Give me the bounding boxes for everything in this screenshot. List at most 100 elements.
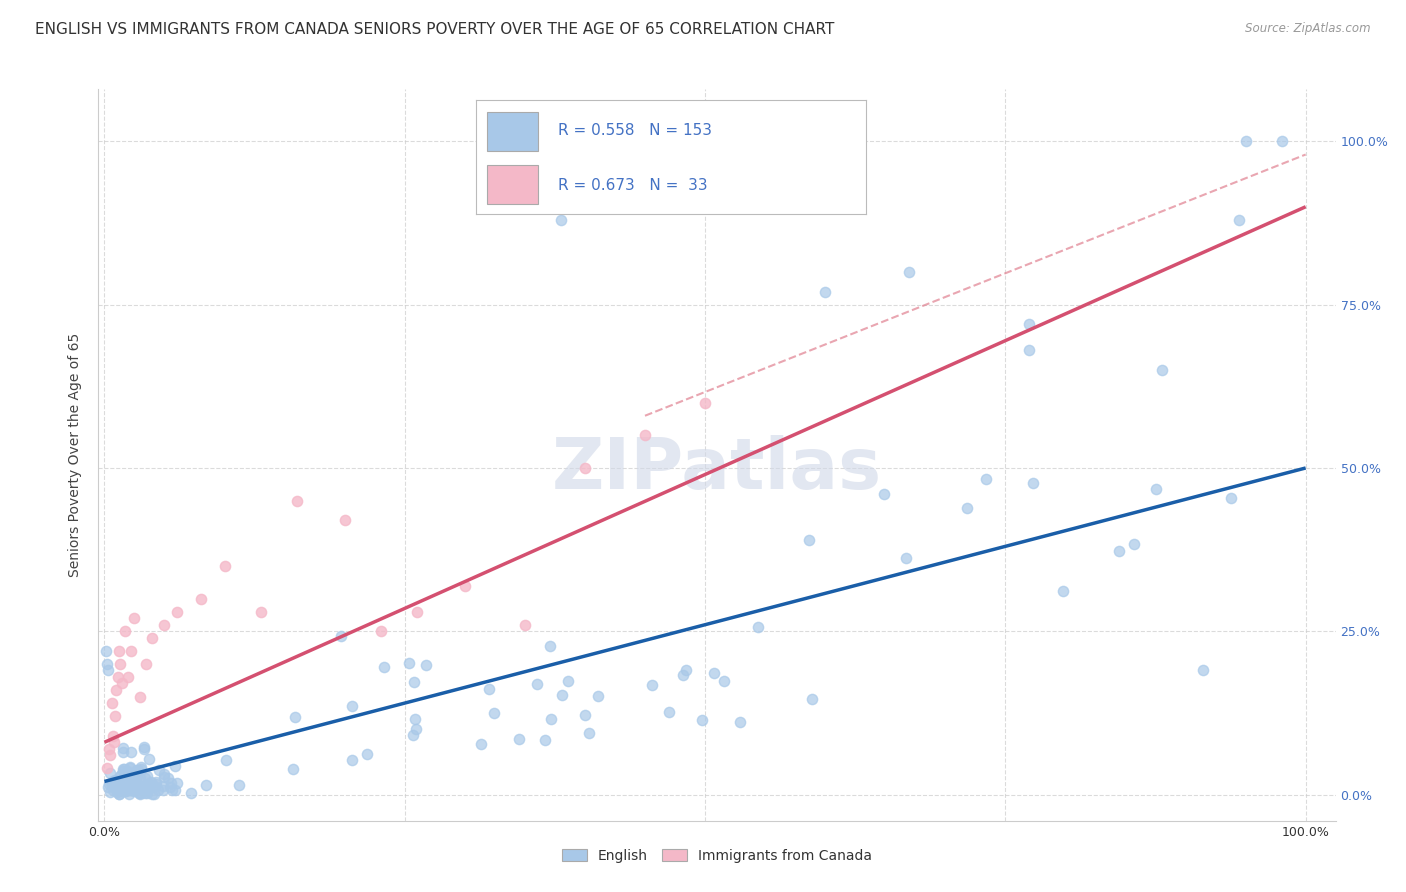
Point <box>138 782 160 797</box>
Point <box>120 782 142 797</box>
Point <box>121 775 143 789</box>
Point <box>730 714 752 729</box>
Point <box>105 683 128 698</box>
Point <box>526 677 548 691</box>
Point <box>125 772 148 786</box>
Point <box>166 605 188 619</box>
Point <box>160 776 183 790</box>
Point <box>134 771 156 785</box>
Point <box>557 673 579 688</box>
Point <box>214 558 236 573</box>
Point <box>129 760 152 774</box>
Point <box>148 764 170 778</box>
Point <box>672 668 695 682</box>
Point <box>675 663 697 677</box>
Point <box>135 786 157 800</box>
Point <box>153 617 176 632</box>
Point <box>134 740 156 755</box>
Point <box>108 657 131 671</box>
Point <box>112 784 135 798</box>
Text: ENGLISH VS IMMIGRANTS FROM CANADA SENIORS POVERTY OVER THE AGE OF 65 CORRELATION: ENGLISH VS IMMIGRANTS FROM CANADA SENIOR… <box>35 22 835 37</box>
Point <box>640 678 662 692</box>
Point <box>129 786 152 800</box>
Point <box>897 265 920 279</box>
Point <box>482 706 505 720</box>
Point <box>249 605 271 619</box>
Point <box>135 657 157 671</box>
Point <box>814 285 837 299</box>
Point <box>153 767 176 781</box>
Point <box>974 472 997 486</box>
Point <box>124 770 146 784</box>
Point <box>100 748 122 763</box>
Point <box>96 657 118 671</box>
Point <box>190 591 212 606</box>
Point <box>112 764 135 778</box>
Point <box>658 705 681 719</box>
Point <box>195 779 218 793</box>
Point <box>578 726 600 740</box>
Point <box>124 774 146 789</box>
Point <box>101 777 124 791</box>
Point <box>873 487 896 501</box>
Point <box>478 682 501 697</box>
Point <box>470 737 492 751</box>
Point <box>415 657 437 672</box>
Point <box>1018 343 1040 358</box>
Point <box>134 782 156 797</box>
Point <box>127 763 149 777</box>
Point <box>115 764 138 778</box>
Point <box>148 783 170 797</box>
Point <box>111 676 134 690</box>
Point <box>131 779 153 793</box>
Point <box>285 493 308 508</box>
Point <box>163 759 186 773</box>
Point <box>132 742 155 756</box>
Point <box>574 461 596 475</box>
Point <box>1018 318 1040 332</box>
Point <box>180 786 202 800</box>
Point <box>107 782 129 797</box>
Point <box>128 786 150 800</box>
Point <box>111 776 134 790</box>
Point <box>101 778 124 792</box>
Point <box>1108 544 1130 558</box>
Point <box>284 710 307 724</box>
Point <box>118 787 141 801</box>
Point <box>117 766 139 780</box>
Point <box>129 690 152 704</box>
Point <box>454 578 477 592</box>
Point <box>129 772 152 786</box>
Point <box>115 770 138 784</box>
Point <box>94 644 117 658</box>
Point <box>101 782 124 797</box>
Point <box>101 729 124 743</box>
Point <box>402 675 425 690</box>
Point <box>114 783 136 797</box>
Point <box>690 714 713 728</box>
Point <box>398 656 420 670</box>
Point <box>634 428 657 442</box>
Point <box>1220 491 1243 506</box>
Point <box>132 782 155 797</box>
Point <box>513 617 536 632</box>
Point <box>112 763 135 777</box>
Point <box>124 781 146 796</box>
Point <box>405 723 427 737</box>
Text: ZIPatlas: ZIPatlas <box>553 435 882 504</box>
Point <box>1234 135 1257 149</box>
Point <box>134 779 156 793</box>
Point <box>152 779 174 793</box>
Point <box>1144 482 1167 496</box>
Point <box>370 624 392 639</box>
Point <box>283 762 305 776</box>
Point <box>134 786 156 800</box>
Point <box>136 777 159 791</box>
Point <box>550 688 572 702</box>
Point <box>586 689 609 703</box>
Point <box>100 696 122 710</box>
Point <box>333 513 356 527</box>
Point <box>340 698 363 713</box>
Point <box>141 787 163 801</box>
Point <box>107 670 129 684</box>
